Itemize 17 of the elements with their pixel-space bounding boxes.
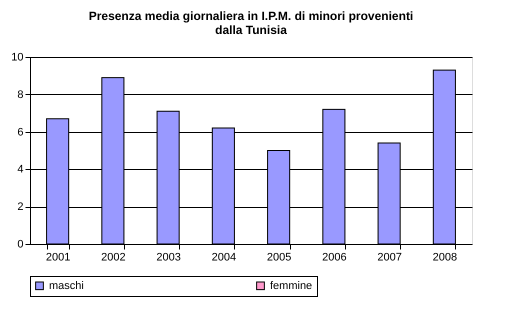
x-tick-label: 2003 bbox=[156, 252, 181, 264]
x-tick-label: 2004 bbox=[212, 252, 236, 264]
y-tick-label: 4 bbox=[17, 164, 24, 176]
y-tick-label: 2 bbox=[17, 201, 24, 214]
y-tick-label: 10 bbox=[11, 52, 24, 64]
y-tick-label: 0 bbox=[17, 238, 24, 250]
chart-title: Presenza media giornaliera in I.P.M. di minori provenienti dalla Tunisia bbox=[88, 9, 414, 37]
y-tick-label: 6 bbox=[17, 126, 24, 138]
x-tick-label: 2001 bbox=[46, 252, 70, 264]
legend-label: femmine bbox=[270, 280, 312, 292]
x-tick-label: 2007 bbox=[377, 252, 402, 264]
x-tick-label: 2005 bbox=[266, 252, 292, 264]
y-tick-label: 8 bbox=[17, 88, 24, 101]
x-tick-label: 2006 bbox=[322, 252, 347, 264]
x-tick-label: 2008 bbox=[432, 252, 458, 264]
x-tick-label: 2002 bbox=[101, 252, 126, 264]
legend-label: maschi bbox=[49, 280, 84, 292]
